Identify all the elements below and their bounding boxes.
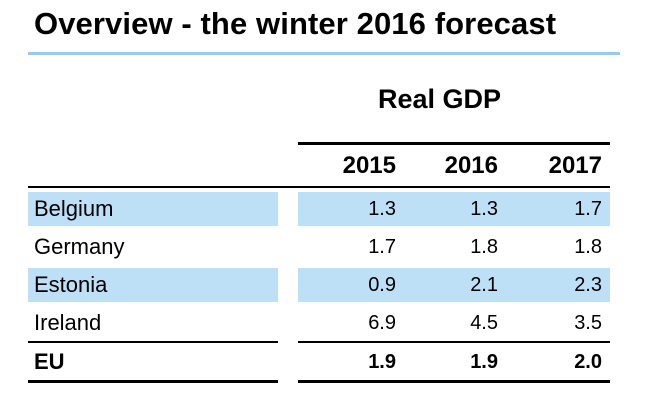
header-rule [28,186,610,188]
column-header-2016: 2016 [444,152,498,179]
value-2017: 2.0 [574,351,602,373]
table-row-belgium: Belgium 1.3 1.3 1.7 [0,190,650,228]
value-2015: 1.9 [368,351,396,373]
table-bottom-rule [298,380,610,383]
table-bottom-rule [28,380,278,383]
value-2017: 1.7 [574,198,602,220]
country-label: Estonia [34,272,108,297]
table-row-estonia: Estonia 0.9 2.1 2.3 [0,266,650,304]
value-2016: 1.8 [470,236,498,258]
country-label: Germany [34,234,125,259]
table-row-ireland: Ireland 6.9 4.5 3.5 [0,304,650,342]
column-header-2015: 2015 [342,152,396,179]
row-highlight-band [28,192,278,226]
value-2017: 2.3 [574,274,602,296]
value-2015: 1.7 [368,236,396,258]
total-row-rule [298,341,610,343]
value-2016: 1.9 [470,351,498,373]
row-highlight-band [298,268,610,302]
value-2016: 2.1 [470,274,498,296]
value-2015: 0.9 [368,274,396,296]
value-2015: 6.9 [368,312,396,334]
value-2016: 4.5 [470,312,498,334]
table-top-rule [298,142,610,145]
country-label: Belgium [34,196,114,221]
country-label: EU [34,349,65,374]
value-2016: 1.3 [470,198,498,220]
value-2017: 3.5 [574,312,602,334]
row-highlight-band [298,192,610,226]
table-row-germany: Germany 1.7 1.8 1.8 [0,228,650,266]
table-row-eu-total: EU 1.9 1.9 2.0 [0,343,650,381]
total-row-rule [28,341,278,343]
table-caption: Real GDP [378,84,502,114]
page-title: Overview - the winter 2016 forecast [34,6,557,41]
column-header-2017: 2017 [548,152,602,179]
row-highlight-band [28,268,278,302]
value-2017: 1.8 [574,236,602,258]
title-divider [28,52,620,55]
value-2015: 1.3 [368,198,396,220]
country-label: Ireland [34,310,102,335]
